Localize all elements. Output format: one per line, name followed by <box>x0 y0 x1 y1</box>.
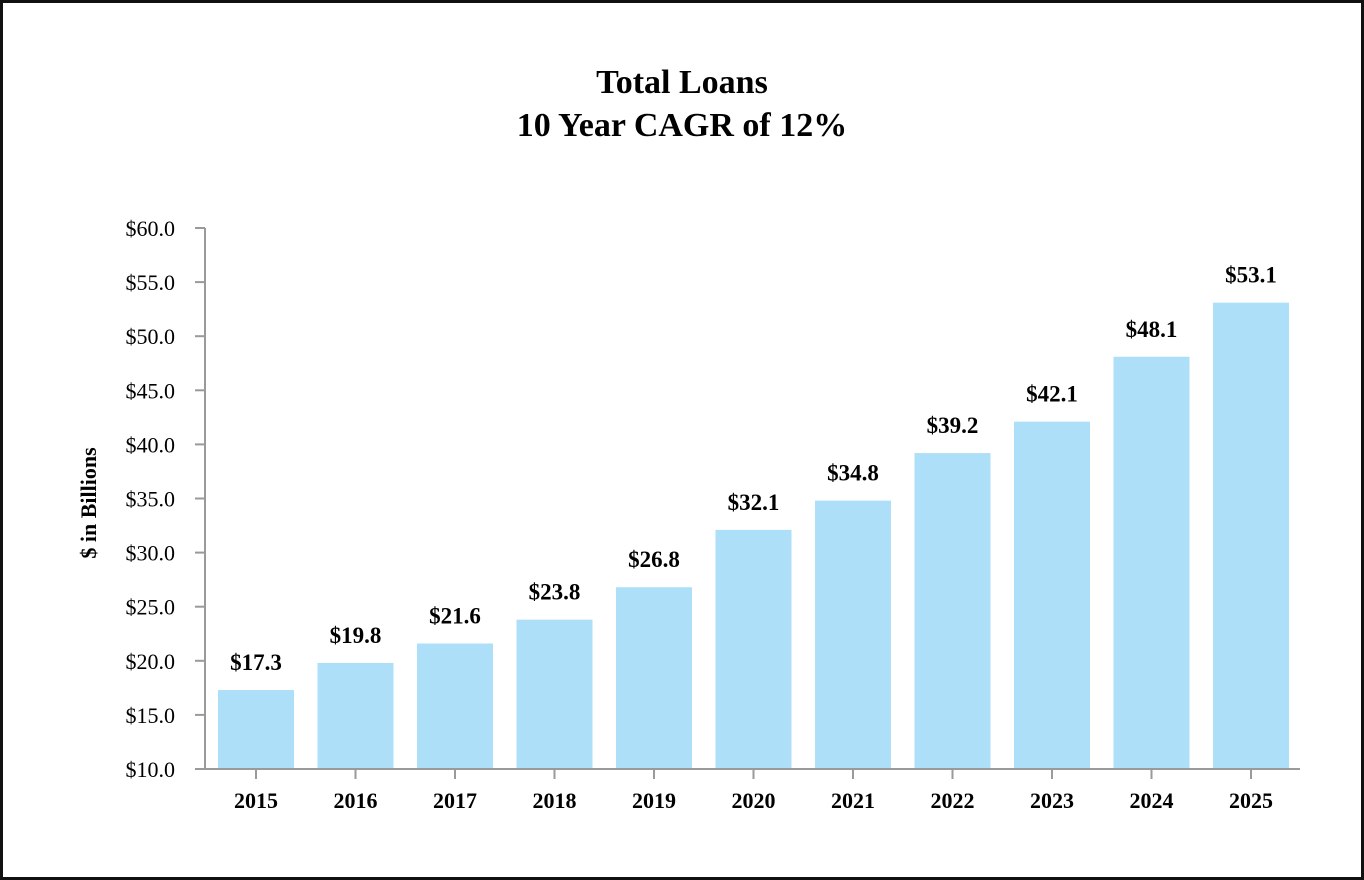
data-label-2015: $17.3 <box>230 650 282 675</box>
data-label-2022: $39.2 <box>927 413 979 438</box>
y-tick-label: $20.0 <box>126 649 176 674</box>
bar-2022 <box>914 453 991 769</box>
bar-2018 <box>516 619 593 769</box>
bar-2021 <box>815 500 891 769</box>
data-label-2024: $48.1 <box>1126 317 1178 342</box>
chart-title-block: Total Loans 10 Year CAGR of 12% <box>3 61 1361 147</box>
y-tick-label: $30.0 <box>126 541 176 566</box>
x-tick-label-2018: 2018 <box>533 788 577 813</box>
x-tick-label-2020: 2020 <box>732 788 776 813</box>
bar-2017 <box>417 643 493 769</box>
y-tick-label: $55.0 <box>126 270 176 295</box>
y-tick-label: $15.0 <box>126 703 176 728</box>
bar-2015 <box>218 690 294 769</box>
x-tick-label-2017: 2017 <box>433 788 477 813</box>
data-label-2021: $34.8 <box>827 461 879 486</box>
data-label-2019: $26.8 <box>628 547 680 572</box>
y-tick-label: $45.0 <box>126 378 176 403</box>
data-label-2025: $53.1 <box>1225 263 1277 288</box>
y-tick-label: $25.0 <box>126 595 176 620</box>
y-tick-label: $60.0 <box>126 216 176 241</box>
data-label-2018: $23.8 <box>529 580 581 605</box>
data-label-2016: $19.8 <box>330 623 382 648</box>
x-tick-label-2023: 2023 <box>1030 788 1074 813</box>
data-label-2017: $21.6 <box>429 603 481 628</box>
bar-2025 <box>1213 302 1289 769</box>
y-tick-label: $50.0 <box>126 324 176 349</box>
x-tick-label-2024: 2024 <box>1130 788 1174 813</box>
bar-2020 <box>715 529 792 769</box>
bar-2016 <box>317 662 394 769</box>
chart-subtitle: 10 Year CAGR of 12% <box>516 107 848 144</box>
x-tick-label-2015: 2015 <box>234 788 278 813</box>
data-label-2020: $32.1 <box>728 490 780 515</box>
x-tick-label-2025: 2025 <box>1229 788 1273 813</box>
y-tick-label: $40.0 <box>126 432 176 457</box>
x-tick-label-2021: 2021 <box>831 788 875 813</box>
x-tick-label-2022: 2022 <box>931 788 975 813</box>
data-label-2023: $42.1 <box>1026 382 1078 407</box>
chart-title: Total Loans <box>596 64 768 101</box>
x-tick-label-2016: 2016 <box>334 788 378 813</box>
bar-2024 <box>1113 356 1190 769</box>
y-tick-label: $35.0 <box>126 487 176 512</box>
bar-2019 <box>616 587 692 769</box>
bar-2023 <box>1014 421 1090 769</box>
y-tick-label: $10.0 <box>126 757 176 782</box>
x-tick-label-2019: 2019 <box>632 788 676 813</box>
